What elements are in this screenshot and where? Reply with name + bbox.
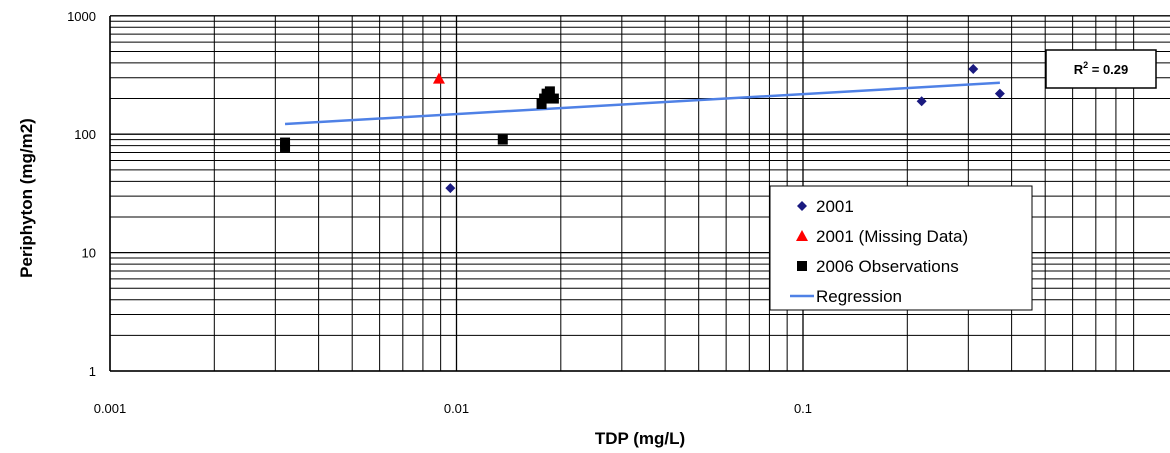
legend-box: [769, 185, 1033, 311]
y-tick-label: 1000: [67, 9, 96, 24]
point-2001: [994, 88, 1005, 99]
point-2006-observations: [536, 98, 547, 109]
legend-label-2006-observations: 2006 Observations: [816, 257, 959, 276]
legend-marker-2006-observations: [797, 261, 807, 271]
r-squared-annotation: R2 = 0.29: [1045, 49, 1157, 89]
legend-marker-2001-missing-data: [796, 230, 808, 241]
legend-label-regression: Regression: [816, 287, 902, 306]
y-axis-title: Periphyton (mg/m2): [17, 118, 36, 278]
regression-line-layer: [284, 81, 1000, 126]
point-2006-observations: [497, 134, 508, 145]
axes: [109, 16, 1170, 372]
legend-label-2001: 2001: [816, 197, 854, 216]
r-squared-value: = 0.29: [1088, 62, 1128, 77]
legend-label-2001-missing-data: 2001 (Missing Data): [816, 227, 968, 246]
y-tick-label: 10: [82, 246, 96, 261]
x-tick-label: 0.1: [794, 401, 812, 416]
y-tick-label: 1: [89, 364, 96, 379]
point-2006-observations: [548, 93, 559, 104]
x-axis-title: TDP (mg/L): [595, 429, 685, 448]
regression-line: [284, 81, 1000, 126]
legend: 2001 2001 (Missing Data) 2006 Observations…: [769, 185, 1033, 311]
r-squared-text: R2 = 0.29: [1074, 60, 1129, 77]
r-squared-box: [1045, 49, 1157, 89]
x-tick-label: 0.01: [444, 401, 469, 416]
x-tick-label: 0.001: [94, 401, 127, 416]
point-2001: [968, 64, 979, 75]
r-squared-superscript: 2: [1083, 60, 1088, 70]
point-2006-observations: [544, 86, 555, 97]
legend-marker-2001: [797, 201, 807, 211]
data-points: [280, 64, 1005, 194]
y-tick-label: 100: [74, 127, 96, 142]
point-2001: [445, 183, 456, 194]
point-2006-observations: [280, 137, 291, 148]
point-2001: [916, 96, 927, 107]
tick-labels: 0.001 0.01 0.1 1 10 100 1000: [67, 9, 812, 416]
point-2001-missing-data: [432, 72, 445, 84]
r-squared-prefix: R: [1074, 62, 1084, 77]
